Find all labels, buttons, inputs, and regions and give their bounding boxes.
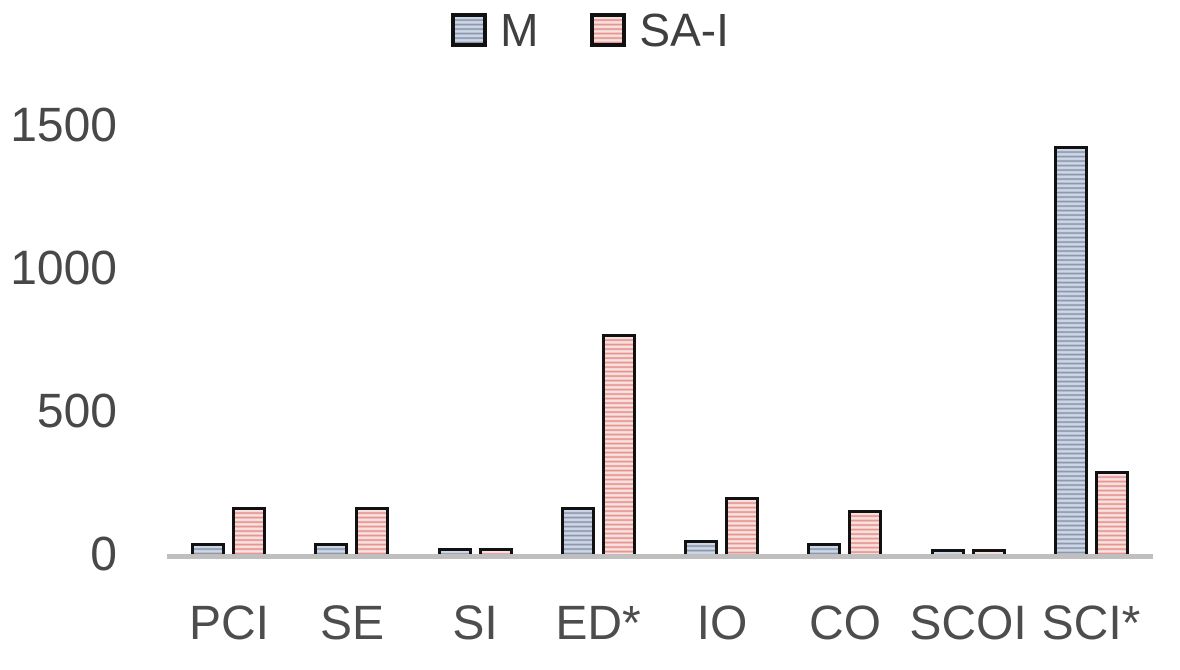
legend-swatch-m-icon bbox=[451, 13, 488, 47]
x-axis-line bbox=[167, 554, 1153, 559]
bar-sa-i-se bbox=[355, 507, 389, 554]
x-axis-label-se: SE bbox=[319, 597, 385, 650]
bar-sa-i-scoi bbox=[972, 549, 1006, 554]
legend-swatch-sa-i-icon bbox=[590, 13, 627, 47]
y-axis-tick-0: 0 bbox=[90, 528, 117, 581]
bar-sa-i-ed bbox=[602, 334, 636, 554]
bar-m-pci bbox=[191, 543, 225, 554]
bar-sa-i-io bbox=[725, 497, 759, 554]
x-axis-label-scoi: SCOI bbox=[909, 597, 1027, 650]
bar-m-co bbox=[807, 543, 841, 554]
bar-m-ed bbox=[561, 507, 595, 554]
x-axis-label-pci: PCI bbox=[188, 597, 269, 650]
y-axis-tick-1000: 1000 bbox=[10, 242, 117, 295]
x-axis-label-io: IO bbox=[696, 597, 748, 650]
legend-item-sa-i: SA-I bbox=[590, 4, 729, 56]
y-axis-tick-1500: 1500 bbox=[10, 99, 117, 152]
bar-sa-i-pci bbox=[232, 507, 266, 554]
bar-m-scoi bbox=[931, 549, 965, 554]
x-axis-label-si: SI bbox=[452, 597, 498, 650]
x-axis-label-ed: ED* bbox=[555, 597, 641, 650]
y-axis-tick-500: 500 bbox=[36, 385, 117, 438]
x-axis-label-sci: SCI* bbox=[1041, 597, 1141, 650]
bar-sa-i-co bbox=[848, 510, 882, 554]
bar-m-se bbox=[314, 543, 348, 554]
bar-sa-i-si bbox=[479, 548, 513, 554]
bar-m-si bbox=[438, 548, 472, 554]
legend-label-m: M bbox=[500, 4, 539, 56]
x-axis-label-co: CO bbox=[809, 597, 881, 650]
bar-m-io bbox=[684, 540, 718, 554]
chart-legend: M SA-I bbox=[0, 4, 1180, 56]
legend-item-m: M bbox=[451, 7, 538, 53]
bar-m-sci bbox=[1054, 146, 1088, 554]
legend-label-sa-i: SA-I bbox=[639, 4, 729, 56]
bar-sa-i-sci bbox=[1095, 471, 1129, 554]
